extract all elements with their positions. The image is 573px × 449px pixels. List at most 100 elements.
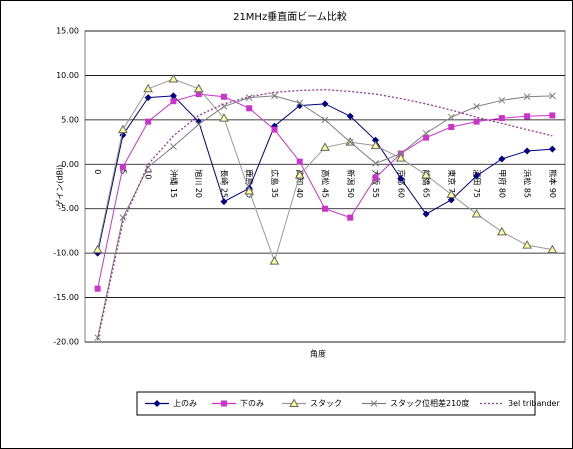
marker	[422, 210, 430, 218]
marker	[271, 126, 278, 133]
marker	[170, 143, 177, 150]
x-tick-label: 浜松 85	[523, 169, 533, 198]
marker	[421, 169, 431, 179]
marker	[395, 153, 406, 162]
marker	[195, 120, 203, 128]
x-tick-label: 甲府 80	[497, 169, 507, 198]
marker	[346, 138, 354, 146]
marker	[270, 122, 278, 130]
marker	[547, 244, 558, 254]
y-tick-label: 10.00	[56, 71, 79, 80]
y-tick-label: -20.00	[53, 338, 79, 347]
marker	[397, 150, 405, 157]
x-tick-label: 熊本 90	[548, 169, 558, 198]
marker	[143, 83, 154, 93]
marker	[246, 105, 253, 112]
x-tick-label: 0	[93, 169, 102, 174]
x-tick-label: 酒田 75	[472, 169, 481, 198]
marker	[289, 398, 299, 407]
marker	[193, 83, 204, 93]
legend-label: スタック	[310, 399, 342, 408]
marker	[523, 93, 531, 101]
x-tick-label: 京都 60	[396, 169, 406, 198]
marker	[220, 198, 228, 206]
marker	[296, 99, 304, 107]
marker	[94, 285, 101, 292]
marker	[320, 142, 330, 151]
marker	[219, 113, 229, 122]
series-line	[96, 88, 553, 341]
legend-label: スタック位相差210度	[390, 398, 469, 408]
marker	[294, 169, 305, 179]
marker	[523, 147, 531, 155]
x-tick-label: 高松 45	[321, 169, 331, 198]
x-tick-label: 沖縄 15	[169, 169, 179, 198]
marker	[473, 172, 481, 180]
marker	[498, 115, 505, 122]
y-tick-label: 0.00	[61, 160, 79, 169]
marker	[346, 112, 354, 120]
marker	[473, 103, 480, 110]
marker	[145, 118, 152, 125]
marker	[92, 244, 103, 254]
marker	[245, 94, 253, 101]
plot-area	[84, 30, 566, 343]
marker	[296, 158, 303, 165]
marker	[471, 209, 482, 218]
x-tick-label: 広島 35	[270, 169, 280, 198]
marker	[244, 185, 255, 195]
y-tick-label: -5.00	[58, 204, 79, 213]
marker	[119, 163, 126, 170]
marker	[321, 100, 329, 108]
chart-title: 21MHz垂直面ビーム比較	[233, 10, 347, 23]
marker	[496, 226, 507, 236]
marker	[322, 205, 328, 212]
marker	[118, 124, 128, 134]
marker	[169, 92, 177, 100]
y-tick-label: 5.00	[61, 115, 79, 124]
y-tick-label: -10.00	[53, 249, 79, 258]
marker	[119, 214, 127, 221]
marker	[370, 400, 378, 407]
marker	[168, 73, 179, 83]
marker	[347, 214, 354, 221]
marker	[271, 92, 278, 100]
marker	[144, 163, 152, 171]
marker	[220, 93, 227, 100]
x-tick-label: 新潟 50	[346, 169, 356, 198]
x-tick-label: 長崎 25	[219, 169, 229, 198]
x-tick-label: 高知 40	[295, 169, 305, 198]
marker	[94, 334, 101, 341]
marker	[423, 134, 430, 141]
marker	[144, 94, 152, 102]
marker	[549, 92, 556, 100]
marker	[221, 400, 227, 407]
marker	[446, 189, 457, 198]
marker	[195, 91, 202, 98]
marker	[370, 140, 381, 150]
marker	[170, 98, 177, 105]
marker	[448, 123, 455, 130]
legend	[136, 391, 536, 416]
y-tick-label: 15.00	[56, 27, 79, 36]
y-tick-label: -15.00	[53, 293, 79, 302]
marker	[473, 118, 480, 125]
legend-label: 上のみ	[173, 399, 197, 408]
x-tick-label: 5	[118, 169, 127, 174]
marker	[549, 112, 556, 119]
marker	[447, 113, 455, 121]
marker	[153, 400, 161, 407]
x-tick-label: 10	[144, 169, 153, 179]
marker	[548, 145, 556, 153]
x-tick-label: 東京 70	[447, 169, 457, 198]
marker	[372, 174, 379, 181]
marker	[372, 136, 380, 144]
x-tick-label: 旭川 20	[194, 169, 204, 198]
marker	[498, 155, 506, 163]
marker	[447, 196, 455, 204]
x-tick-label: 鹿島 30	[245, 169, 255, 198]
marker	[269, 256, 280, 265]
x-tick-label: 前橋 65	[422, 169, 432, 198]
marker	[498, 96, 506, 104]
